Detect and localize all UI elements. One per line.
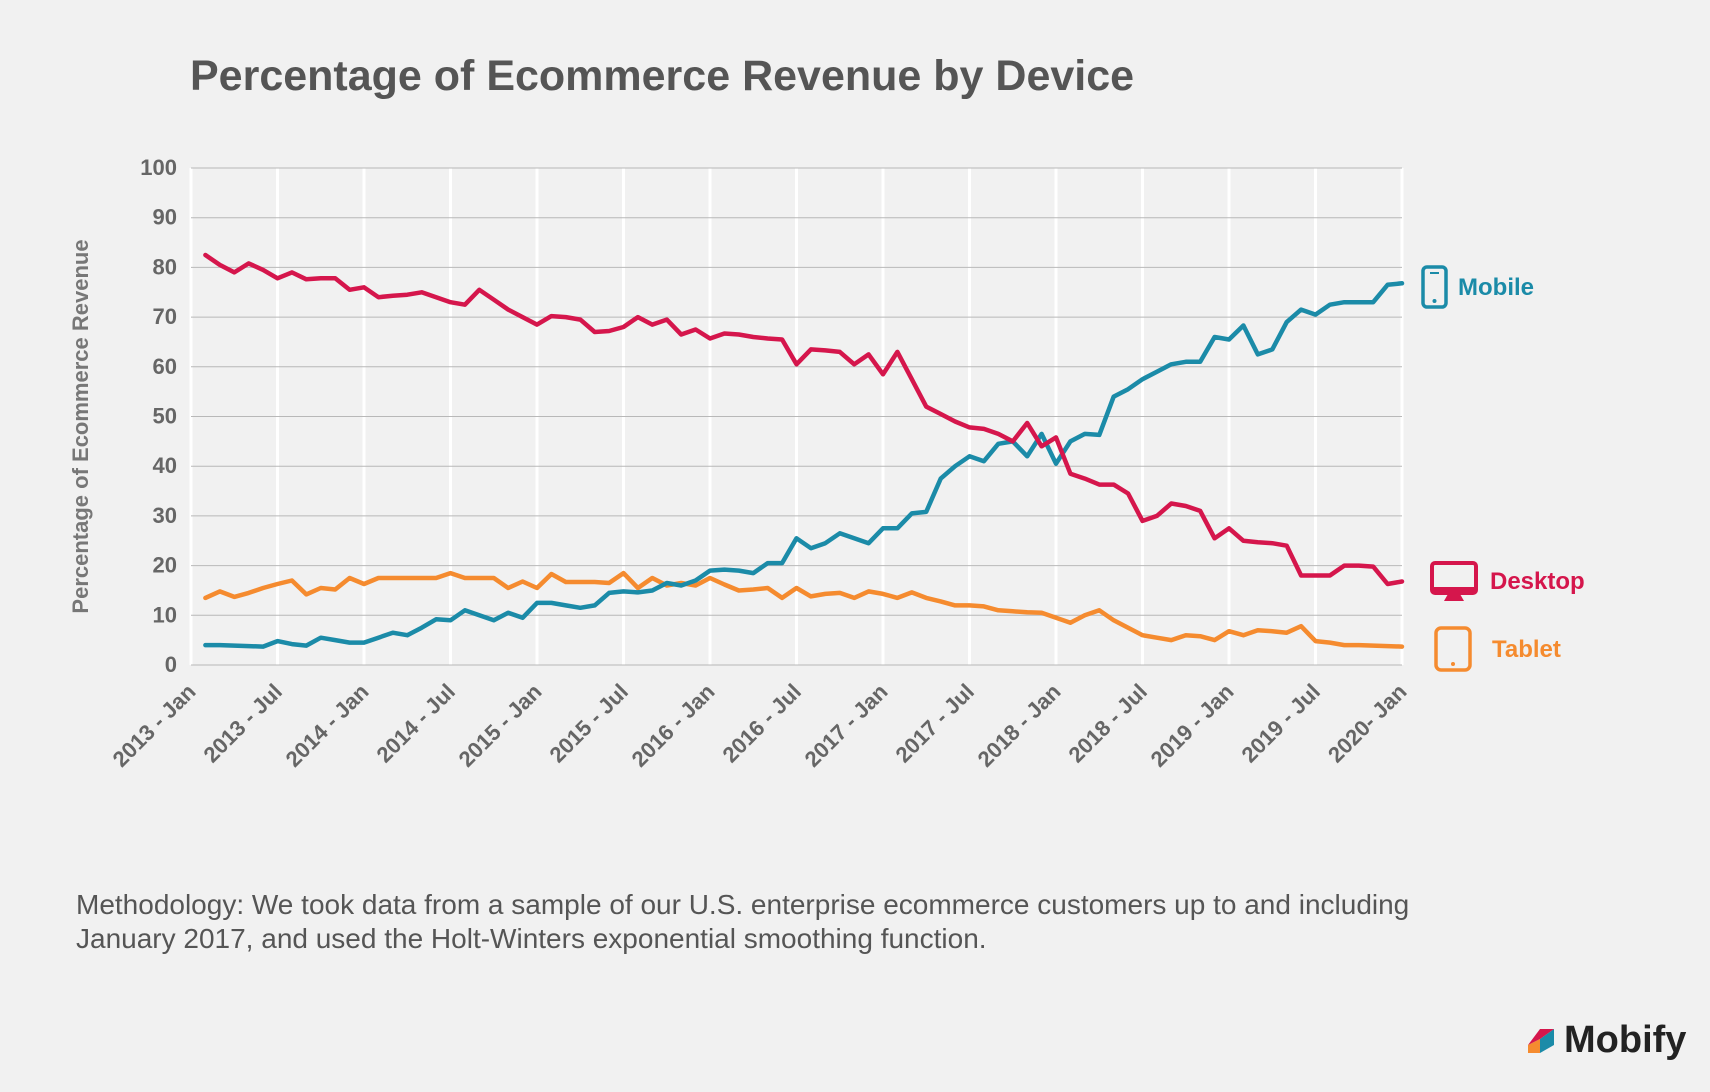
monitor-bezel [1432, 587, 1476, 594]
x-tick-label: 2014 - Jan [281, 679, 374, 772]
monitor-stand [1444, 594, 1464, 601]
methodology-note: Methodology: We took data from a sample … [76, 889, 1410, 954]
legend-item-mobile: Mobile [1421, 265, 1534, 309]
x-tick-label: 2017 - Jan [800, 679, 893, 772]
series-line-desktop [203, 252, 1405, 587]
legend: Mobile Desktop Tablet [1421, 265, 1585, 672]
y-axis-label: Percentage of Ecommerce Revenue [68, 239, 93, 613]
x-tick-label: 2019 - Jan [1146, 679, 1239, 772]
phone-button [1432, 299, 1437, 303]
y-tick-label: 50 [153, 404, 177, 429]
y-tick-label: 30 [153, 503, 177, 528]
brand-logo: Mobify [1526, 1018, 1687, 1061]
tablet-body [1434, 626, 1472, 672]
legend-label-mobile: Mobile [1458, 274, 1534, 301]
x-tick-label: 2015 - Jan [454, 679, 547, 772]
y-tick-label: 0 [165, 652, 177, 677]
mobify-logo-icon [1528, 1029, 1554, 1053]
desktop-monitor-icon [1430, 561, 1478, 601]
x-tick-label: 2016 - Jan [627, 679, 720, 772]
x-tick-label: 2013 - Jul [198, 679, 287, 768]
tablet-icon [1434, 626, 1472, 672]
x-tick-label: 2015 - Jul [544, 679, 633, 768]
x-tick-label: 2018 - Jul [1063, 679, 1152, 768]
x-tick-label: 2016 - Jul [717, 679, 806, 768]
y-tick-label: 80 [153, 254, 177, 279]
y-tick-label: 60 [153, 354, 177, 379]
mobile-phone-icon [1421, 265, 1448, 309]
legend-item-tablet: Tablet [1434, 626, 1561, 672]
y-tick-label: 90 [153, 205, 177, 230]
x-tick-label: 2019 - Jul [1236, 679, 1325, 768]
phone-body [1421, 265, 1448, 309]
tablet-button [1451, 662, 1455, 666]
x-tick-label: 2017 - Jul [890, 679, 979, 768]
x-tick-label: 2014 - Jul [371, 679, 460, 768]
y-tick-label: 40 [153, 453, 177, 478]
legend-label-tablet: Tablet [1492, 636, 1561, 663]
legend-label-desktop: Desktop [1490, 568, 1585, 595]
y-tick-label: 20 [153, 553, 177, 578]
series-line-mobile [203, 281, 1405, 649]
y-tick-label: 100 [140, 155, 177, 180]
brand-name: Mobify [1564, 1018, 1687, 1061]
y-tick-label: 70 [153, 304, 177, 329]
series-line-tablet [203, 570, 1405, 649]
series [203, 252, 1405, 649]
legend-item-desktop: Desktop [1430, 561, 1585, 601]
chart-title: Percentage of Ecommerce Revenue by Devic… [190, 52, 1135, 100]
x-tick-label: 2013 - Jan [108, 679, 201, 772]
x-tick-label: 2020- Jan [1323, 679, 1412, 768]
x-tick-label: 2018 - Jan [973, 679, 1066, 772]
grid [189, 167, 1404, 666]
y-tick-label: 10 [153, 602, 177, 627]
